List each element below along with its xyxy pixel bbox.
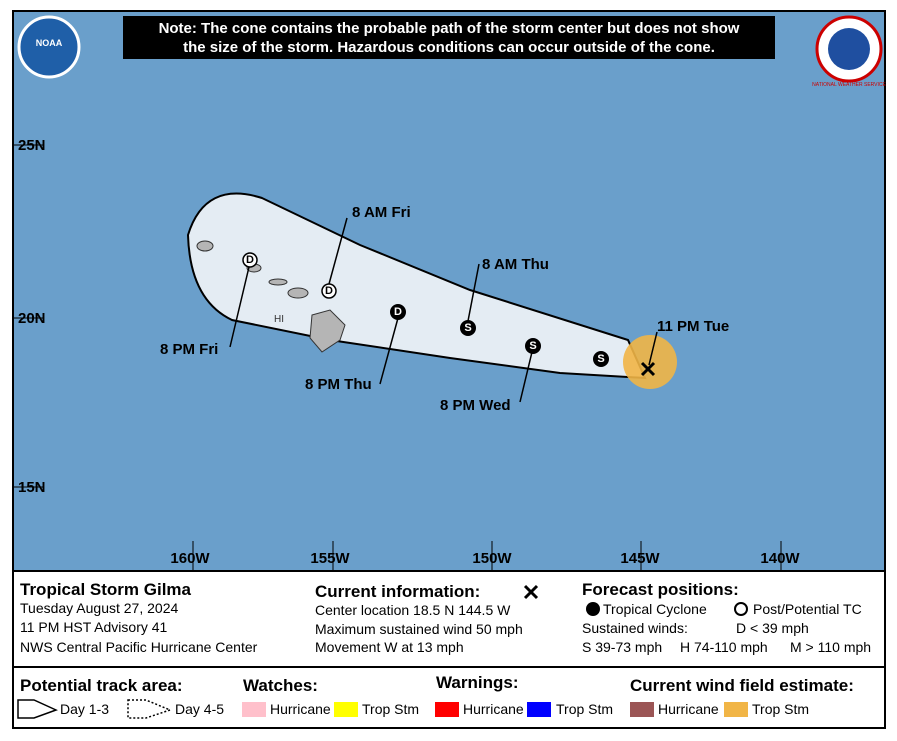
current-location: Center location 18.5 N 144.5 W — [315, 602, 511, 618]
storm-name: Tropical Storm Gilma — [20, 580, 192, 599]
time-label: 8 AM Thu — [482, 256, 549, 273]
time-label: 8 PM Fri — [160, 341, 218, 358]
point-label: D — [394, 306, 402, 318]
current-title: Current information: — [315, 582, 480, 601]
warnings-title: Warnings: — [436, 673, 518, 692]
lon-label: 140W — [760, 550, 800, 567]
advisory: 11 PM HST Advisory 41 — [20, 619, 168, 635]
wind-h: H 74-110 mph — [680, 639, 768, 655]
watch-ts-swatch — [334, 702, 358, 717]
point-label: D — [325, 285, 333, 297]
lon-label: 160W — [170, 550, 210, 567]
watch-hurricane-swatch — [242, 702, 266, 717]
center: NWS Central Pacific Hurricane Center — [20, 639, 258, 655]
wind-d: D < 39 mph — [736, 620, 809, 636]
point-label: S — [529, 340, 536, 352]
wind-ts: Trop Stm — [752, 701, 809, 717]
noaa-text: NOAA — [36, 38, 63, 48]
time-label: 11 PM Tue — [657, 318, 729, 335]
warn-ts-swatch — [527, 702, 551, 717]
lon-label: 145W — [620, 550, 660, 567]
time-label: 8 PM Wed — [440, 397, 511, 414]
post-legend: Post/Potential TC — [753, 601, 862, 617]
day45: Day 4-5 — [175, 701, 224, 717]
point-label: S — [597, 353, 604, 365]
day13-icon — [17, 699, 58, 719]
track-title: Potential track area: — [20, 676, 183, 695]
current-wind: Maximum sustained wind 50 mph — [315, 621, 523, 637]
wind-ts-swatch — [724, 702, 748, 717]
post-icon — [734, 602, 748, 616]
noaa-logo — [17, 15, 81, 79]
watch-hurricane: Hurricane — [270, 701, 331, 717]
lat-label: 25N — [18, 137, 46, 154]
note: the size of the storm. Hazardous conditi… — [183, 39, 715, 56]
sustained: Sustained winds: — [582, 620, 688, 636]
current-position — [640, 361, 656, 377]
wind-title: Current wind field estimate: — [630, 676, 854, 695]
forecast-points: D D D S S S — [242, 252, 609, 367]
lat-label: 20N — [18, 310, 46, 327]
point-label: S — [464, 322, 471, 334]
day13: Day 1-3 — [60, 701, 109, 717]
warn-hurricane-swatch — [435, 702, 459, 717]
current-movement: Movement W at 13 mph — [315, 639, 464, 655]
nws-text: NATIONAL WEATHER SERVICE — [812, 82, 886, 88]
leader-lines — [229, 217, 658, 403]
warn-hurricane: Hurricane — [463, 701, 524, 717]
forecast-cone — [186, 192, 647, 380]
point-label: D — [246, 254, 254, 266]
lon-label: 150W — [472, 550, 512, 567]
warn-ts: Trop Stm — [556, 701, 613, 717]
watch-ts: Trop Stm — [362, 701, 419, 717]
note: Note: The cone contains the probable pat… — [159, 20, 740, 37]
forecast-title: Forecast positions: — [582, 580, 739, 599]
time-label: 8 AM Fri — [352, 204, 411, 221]
day45-icon — [127, 699, 173, 719]
lon-label: 155W — [310, 550, 350, 567]
island-label: HI — [274, 314, 284, 325]
wind-s: S 39-73 mph — [582, 639, 662, 655]
current-icon — [523, 584, 539, 600]
note-box — [123, 16, 775, 59]
wind-hurricane-swatch — [630, 702, 654, 717]
time-label: 8 PM Thu — [305, 376, 372, 393]
wind-m: M > 110 mph — [790, 639, 871, 655]
storm-date: Tuesday August 27, 2024 — [20, 600, 178, 616]
wind-hurricane: Hurricane — [658, 701, 719, 717]
tc-icon — [586, 602, 600, 616]
axis-ticks — [14, 144, 782, 571]
lat-label: 15N — [18, 479, 46, 496]
watches-title: Watches: — [243, 676, 318, 695]
tc-legend: Tropical Cyclone — [603, 601, 707, 617]
nws-logo-inner — [828, 28, 870, 70]
